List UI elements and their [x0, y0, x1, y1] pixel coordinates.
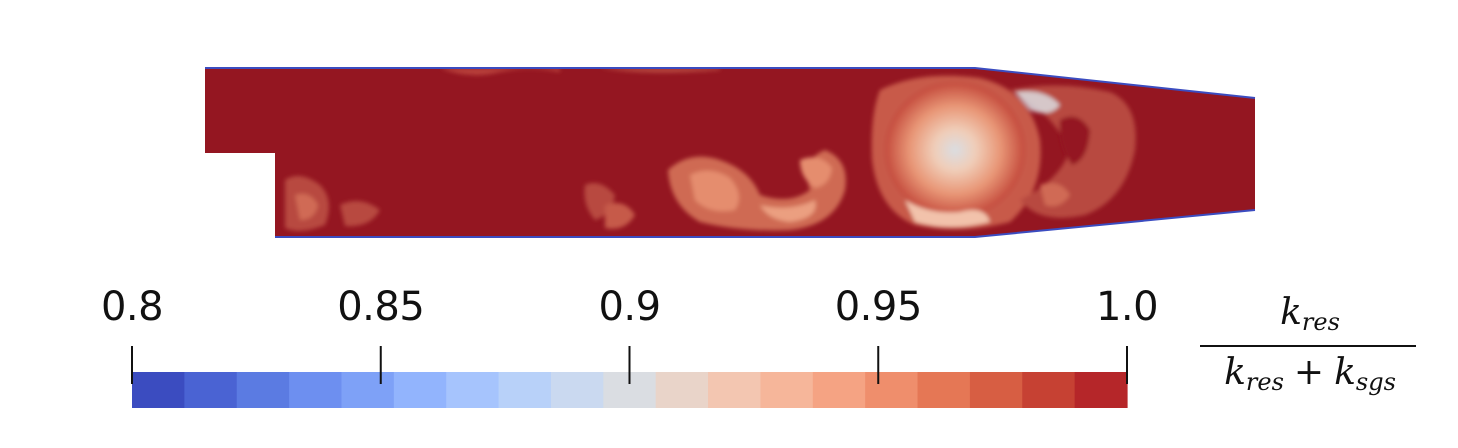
colorbar-swatch — [184, 372, 238, 408]
colorbar-tick-label: 0.9 — [598, 284, 661, 330]
colorbar-swatch — [655, 372, 709, 408]
domain-boundary — [205, 67, 1256, 238]
contour-patch — [1059, 116, 1090, 165]
colorbar-swatch — [917, 372, 971, 408]
contour-patch — [905, 200, 990, 227]
colorbar-swatch — [812, 372, 866, 408]
colorbar-swatch — [446, 372, 500, 408]
vortex-core — [885, 82, 1025, 218]
colorbar-tick-label: 0.85 — [337, 284, 425, 330]
fraction-bar — [1200, 345, 1416, 347]
colorbar-swatch — [1022, 372, 1076, 408]
colorbar-swatch — [498, 372, 552, 408]
colorbar-swatch — [132, 372, 185, 408]
colorbar-tick-label: 0.95 — [834, 284, 923, 330]
colorbar-swatch — [969, 372, 1023, 408]
contour-patch — [605, 202, 635, 229]
colorbar — [131, 346, 1128, 408]
flow-domain — [205, 67, 1256, 238]
colorbar-tick-label: 1.0 — [1095, 284, 1159, 330]
colorbar-tick-label: 0.8 — [100, 284, 164, 330]
contour-patch — [600, 68, 720, 73]
colorbar-swatch — [865, 372, 919, 408]
colorbar-title: kres kres + ksgs — [1198, 292, 1422, 412]
colorbar-swatch — [393, 372, 447, 408]
colorbar-swatch — [236, 372, 290, 408]
colorbar-swatch — [289, 372, 343, 408]
contour-patches — [285, 68, 1136, 231]
contour-patch — [800, 157, 832, 188]
contour-patch — [440, 68, 560, 76]
ratio-numerator: kres — [1280, 292, 1340, 336]
colorbar-swatch — [760, 372, 814, 408]
colorbar-swatch — [708, 372, 762, 408]
colorbar-swatches — [132, 372, 1128, 408]
contour-patch — [340, 201, 380, 227]
contour-patch — [295, 193, 318, 220]
contour-patch — [690, 170, 739, 212]
colorbar-ticks — [131, 346, 1128, 384]
contour-patch — [760, 200, 816, 222]
colorbar-swatch — [550, 372, 604, 408]
ratio-denominator: kres + ksgs — [1224, 352, 1396, 396]
colorbar-swatch — [341, 372, 395, 408]
contour-patch — [1015, 91, 1060, 114]
contour-patch — [1040, 182, 1070, 207]
colorbar-swatch — [1074, 372, 1128, 408]
